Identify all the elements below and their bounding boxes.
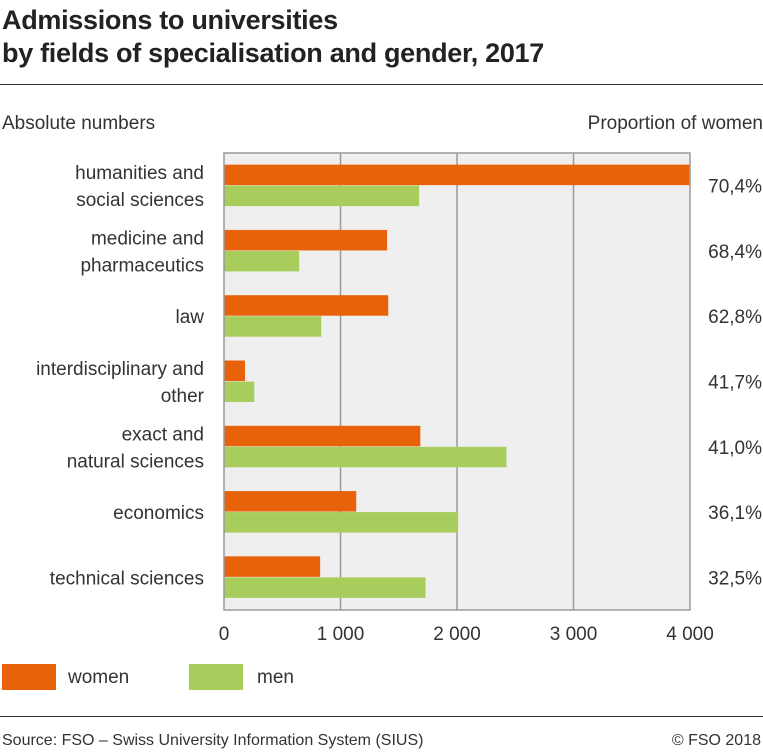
plot-border [223,152,691,611]
bar-men [224,250,300,272]
bar-men [224,316,322,337]
legend-label-men: men [257,667,294,688]
bar-men [224,446,507,468]
bar-men [224,381,255,402]
proportion-label: 41,0% [708,438,762,459]
legend-swatch-men [189,664,243,690]
x-tick-label: 0 [219,624,230,645]
bar-chart: 0 1 000 2 000 3 000 4 000 humanities and socia… [36,152,762,645]
left-caption: Absolute numbers [2,113,156,134]
bar-women [224,164,690,186]
category-label: other [161,386,205,407]
footer-divider [0,716,763,717]
bar-women [224,360,245,381]
proportion-label: 68,4% [708,242,762,263]
chart-title: Admissions to universities by fields of … [2,4,544,70]
category-label: technical sciences [50,568,204,589]
legend-label-women: women [68,667,130,688]
category-label: natural sciences [67,451,204,472]
title-line-2: by fields of specialisation and gender, … [2,38,544,68]
bar-women [224,295,389,316]
category-label: social sciences [76,190,204,211]
category-label: exact and [122,424,204,445]
category-label: interdisciplinary and [36,359,204,380]
source-note: Source: FSO – Swiss University Informati… [2,732,424,749]
x-tick-label: 1 000 [317,624,365,645]
x-tick-label: 3 000 [550,624,598,645]
proportion-label: 32,5% [708,568,762,589]
proportion-label: 36,1% [708,503,762,524]
bar-women [224,229,388,251]
category-label: humanities and [75,163,204,184]
right-caption: Proportion of women [587,113,763,134]
bar-women [224,556,321,577]
proportion-label: 41,7% [708,373,762,394]
proportion-label: 62,8% [708,307,762,328]
category-label: law [175,307,204,328]
bar-men [224,185,420,207]
title-line-1: Admissions to universities [2,5,338,35]
category-label: pharmaceutics [80,255,204,276]
x-tick-label: 4 000 [666,624,714,645]
bar-men [224,512,459,533]
category-label: economics [113,503,204,524]
copyright: © FSO 2018 [671,732,761,749]
bar-women [224,425,421,447]
title-divider [0,84,763,85]
bar-women [224,491,357,512]
legend-swatch-women [2,664,56,690]
x-tick-label: 2 000 [433,624,481,645]
category-label: medicine and [91,228,204,249]
bar-men [224,577,426,598]
proportion-label: 70,4% [708,177,762,198]
